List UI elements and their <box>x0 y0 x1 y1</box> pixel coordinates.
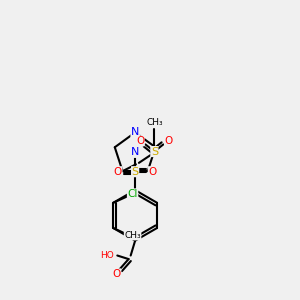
Text: S: S <box>132 167 139 177</box>
Text: O: O <box>112 269 121 279</box>
Text: CH₃: CH₃ <box>146 118 163 127</box>
Text: HO: HO <box>100 251 114 260</box>
Text: O: O <box>114 167 122 177</box>
Text: CH₃: CH₃ <box>124 231 141 240</box>
Text: N: N <box>131 128 139 137</box>
Text: Cl: Cl <box>128 189 138 199</box>
Text: O: O <box>164 136 173 146</box>
Text: N: N <box>131 147 139 158</box>
Text: O: O <box>136 136 144 146</box>
Text: S: S <box>151 147 158 157</box>
Text: O: O <box>148 167 157 177</box>
